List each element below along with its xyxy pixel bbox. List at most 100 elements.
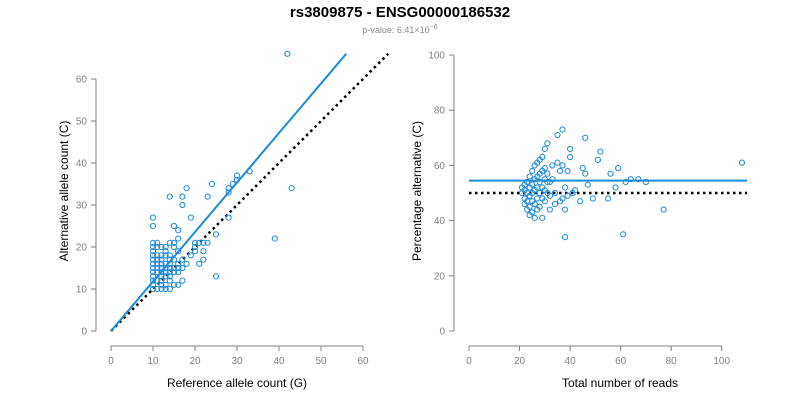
- chart1-data-point: [225, 189, 232, 196]
- chart1-x-tick-label: 0: [108, 356, 114, 367]
- chart2-data-point: [551, 200, 559, 208]
- chart1-data-point: [149, 256, 157, 263]
- chart1-y-tick-label: 20: [76, 243, 88, 254]
- chart1-data-point: [212, 273, 220, 280]
- chart1-data-point: [166, 273, 173, 280]
- chart2-data-point: [561, 206, 569, 213]
- chart2-data-point: [620, 231, 627, 238]
- chart1-x-tick-label: 60: [357, 356, 369, 367]
- chart2-data-point: [524, 178, 531, 186]
- chart2-data-point: [541, 198, 548, 205]
- chart2-data-point: [541, 145, 548, 152]
- chart1-data-point: [179, 201, 186, 209]
- chart2-x-tick-label: 20: [514, 356, 526, 367]
- chart2-x-axis-title: Total number of reads: [562, 376, 678, 390]
- chart2-data-point: [584, 181, 591, 188]
- chart1-data-point: [200, 248, 207, 255]
- chart2-data-point: [597, 148, 604, 155]
- chart2-data-point: [549, 176, 556, 183]
- p-value-exponent: −6: [429, 24, 438, 31]
- chart2-x-tick-label: 40: [565, 356, 577, 367]
- chart1-data-point: [154, 269, 161, 276]
- chart2-y-axis-title: Percentage alternative (C): [410, 121, 424, 261]
- chart1-data-point: [179, 256, 186, 263]
- chart2-data-point: [526, 203, 533, 210]
- chart1-data-point: [200, 256, 207, 263]
- chart2-data-point: [539, 214, 546, 221]
- chart1-data-point: [166, 285, 173, 293]
- chart1-data-point: [179, 193, 186, 200]
- chart1-data-point: [191, 243, 199, 251]
- chart2-data-point: [738, 159, 746, 166]
- chart2-data-point: [559, 195, 566, 202]
- chart1-data-point: [271, 235, 278, 242]
- chart2-x-tick-label: 0: [466, 356, 472, 367]
- chart1-data-point: [191, 239, 199, 246]
- chart1-data-point: [149, 243, 157, 251]
- chart1-data-point: [175, 227, 182, 234]
- chart2-data-point: [582, 170, 589, 177]
- chart1-x-tick-label: 30: [231, 356, 243, 367]
- chart1-data-point: [149, 260, 157, 267]
- chart1-data-point: [154, 260, 161, 267]
- chart1-data-point: [229, 180, 236, 188]
- chart1-y-tick-label: 50: [76, 117, 88, 128]
- chart1-data-point: [166, 252, 173, 259]
- chart1-data-point: [179, 277, 186, 284]
- chart2-data-point: [577, 198, 584, 205]
- chart1-data-point: [154, 239, 161, 246]
- chart2-data-point: [551, 189, 559, 197]
- chart1-data-point: [196, 260, 203, 267]
- chart1-data-point: [166, 264, 173, 272]
- chart2-data-point: [559, 126, 566, 133]
- chart1-y-tick-label: 0: [81, 327, 87, 338]
- chart-title: rs3809875 - ENSG00000186532: [289, 4, 511, 21]
- chart2-data-point: [556, 167, 564, 175]
- chart2-x-tick-label: 60: [615, 356, 627, 367]
- chart1-data-point: [208, 180, 215, 188]
- chart1-data-point: [149, 273, 157, 280]
- chart2-data-point: [531, 214, 538, 221]
- chart1-y-tick-label: 60: [76, 75, 88, 86]
- chart1-data-point: [170, 281, 178, 288]
- chart1-data-point: [170, 256, 178, 263]
- chart1-data-point: [175, 281, 182, 288]
- chart1-data-point: [166, 277, 173, 284]
- chart1-x-tick-label: 50: [315, 356, 327, 367]
- chart1-data-point: [166, 193, 173, 200]
- chart1-data-point: [149, 277, 157, 284]
- chart1-data-point: [162, 281, 169, 288]
- chart2-data-point: [536, 203, 543, 210]
- chart1-y-tick-label: 10: [76, 285, 88, 296]
- chart1-data-point: [200, 239, 207, 246]
- chart2-data-point: [572, 187, 579, 194]
- chart1-data-point: [170, 243, 178, 251]
- chart2-data-point: [642, 178, 650, 186]
- chart1-data-point: [204, 239, 211, 246]
- chart2-data-point: [604, 195, 612, 202]
- chart1-data-point: [196, 239, 203, 246]
- chart1-data-point: [149, 248, 157, 255]
- chart1-data-point: [179, 264, 186, 272]
- chart2-data-point: [534, 195, 541, 202]
- chart1-data-point: [154, 243, 161, 251]
- chart1-data-point: [204, 193, 211, 200]
- chart1-data-point: [149, 252, 157, 259]
- chart2-data-point: [627, 176, 634, 183]
- chart1-data-point: [162, 269, 169, 276]
- chart2-data-point: [582, 134, 589, 141]
- chart2-data-point: [564, 192, 571, 199]
- chart1-data-point: [187, 252, 194, 259]
- chart1-data-point: [149, 281, 157, 288]
- chart1-data-point: [166, 260, 173, 267]
- chart2-data-point: [544, 170, 551, 177]
- chart2-y-tick-label: 20: [434, 271, 446, 282]
- chart1-data-point: [149, 239, 157, 246]
- chart1-data-point: [175, 269, 182, 276]
- chart1-data-point: [149, 214, 157, 221]
- chart1-data-point: [170, 269, 178, 276]
- chart2-data-point: [546, 206, 553, 213]
- chart1-data-point: [166, 239, 173, 246]
- chart1-data-point: [149, 222, 157, 230]
